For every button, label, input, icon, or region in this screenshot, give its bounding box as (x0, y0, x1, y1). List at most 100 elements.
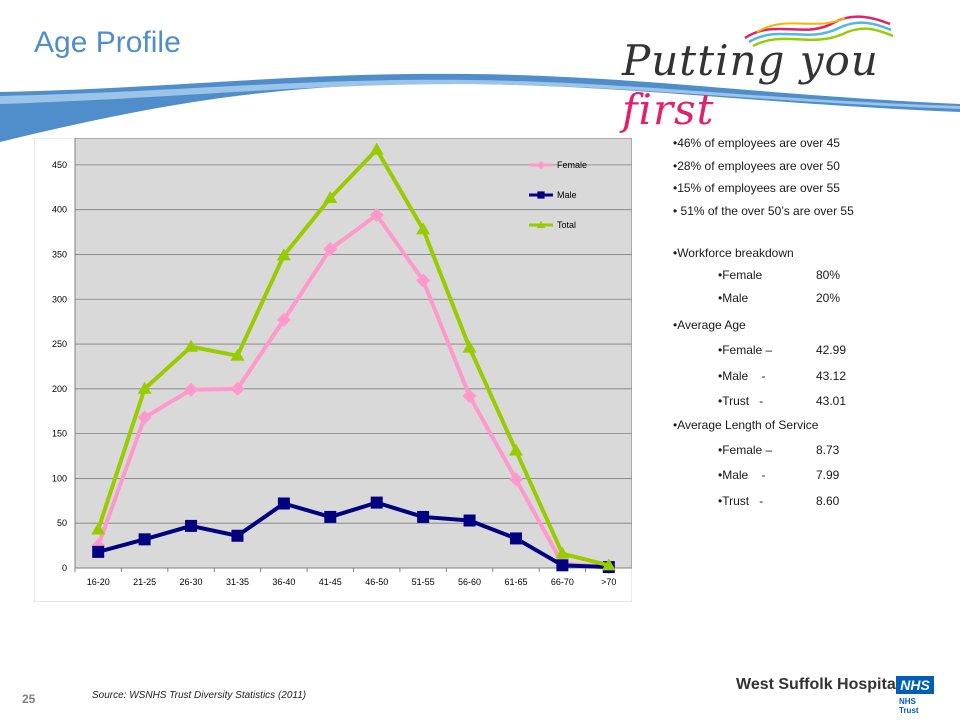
point-female (276, 312, 291, 327)
avg-age-male-value: 43.12 (816, 369, 847, 383)
page-title: Age Profile (34, 26, 181, 59)
series-line-female (96, 213, 609, 570)
page-number: 25 (22, 692, 36, 706)
age-profile-chart: 0 50 100 150 200 250 300 350 400 450 16-20 21-25 26-… (34, 138, 632, 602)
legend-label-total: Total (557, 220, 576, 230)
bullet-average-age: •Average Age (673, 318, 746, 332)
point-total (323, 191, 338, 204)
point-total (230, 348, 245, 361)
series-line-total (96, 147, 610, 568)
y-tick-label: 400 (52, 205, 67, 215)
point-female (184, 382, 199, 397)
y-tick-label: 100 (52, 473, 67, 483)
avg-age-female-label: •Female – (718, 343, 773, 357)
avg-age-trust-value: 43.01 (816, 394, 847, 408)
avg-age-female-value: 42.99 (816, 343, 847, 357)
point-male (463, 514, 476, 527)
workforce-female-value: 80% (816, 268, 841, 282)
brand-logo (744, 15, 894, 48)
x-tick-label: 36-40 (272, 577, 295, 587)
x-tick-label: 56-60 (458, 577, 481, 587)
point-female (508, 472, 523, 487)
point-total (508, 443, 523, 456)
point-female (230, 381, 245, 396)
x-tick-label: 31-35 (226, 577, 249, 587)
x-tick-label: 51-55 (412, 577, 435, 587)
point-total (555, 546, 570, 559)
y-tick-label: 150 (52, 429, 67, 439)
brand-tagline-accent: first (622, 85, 715, 134)
los-trust-value: 8.60 (816, 494, 840, 508)
x-tick-label: >70 (601, 577, 616, 587)
x-tick-label: 26-30 (180, 577, 203, 587)
point-male (509, 532, 522, 545)
y-tick-label: 300 (52, 294, 67, 304)
point-total (416, 222, 431, 235)
point-male (324, 510, 337, 523)
point-female (416, 273, 431, 288)
y-tick-label: 350 (52, 249, 67, 259)
y-tick-label: 50 (57, 518, 67, 528)
header-swoosh (0, 73, 960, 142)
plot-area (74, 138, 632, 569)
bullet-over-50: •28% of employees are over 50 (673, 159, 840, 173)
legend-marker-male (537, 191, 545, 199)
x-tick-label: 41-45 (319, 577, 342, 587)
y-tick-label: 200 (52, 384, 67, 394)
brand-tagline-main: Putting you (622, 36, 879, 85)
los-trust-label: •Trust - (718, 494, 764, 508)
point-total (601, 558, 616, 571)
bullet-over-55: •15% of employees are over 55 (673, 181, 840, 195)
x-tick-label: 61-65 (504, 577, 527, 587)
hospital-name: West Suffolk Hospital (736, 676, 901, 693)
x-tick-label: 46-50 (365, 577, 388, 587)
bullet-over-50s: • 51% of the over 50’s are over 55 (673, 204, 854, 218)
point-male (92, 545, 105, 558)
los-female-label: •Female – (718, 443, 773, 457)
x-tick-label: 16-20 (87, 577, 110, 587)
point-male (277, 497, 290, 510)
point-male (556, 559, 569, 572)
avg-age-male-label: •Male - (718, 369, 766, 383)
legend-marker-total (536, 220, 546, 228)
los-female-value: 8.73 (816, 443, 840, 457)
legend-label-female: Female (557, 160, 587, 170)
point-total (137, 381, 152, 394)
workforce-female-label: •Female (718, 268, 763, 282)
y-tick-label: 450 (52, 160, 67, 170)
x-tick-label: 21-25 (133, 577, 156, 587)
avg-age-trust-label: •Trust - (718, 394, 764, 408)
y-tick-label: 0 (62, 563, 67, 573)
point-male (417, 510, 430, 523)
point-total (462, 340, 477, 353)
point-total (369, 142, 384, 155)
point-female (323, 242, 338, 257)
point-male (185, 519, 198, 532)
point-female (462, 389, 477, 403)
nhs-logo: NHS (896, 676, 934, 694)
hospital-logo: West Suffolk Hospital NHS NHS Trust (736, 676, 936, 716)
point-total (91, 522, 106, 535)
series-line-male (97, 500, 609, 570)
x-tick-label: 66-70 (551, 577, 574, 587)
bullet-length-of-service: •Average Length of Service (673, 418, 819, 432)
point-male (370, 496, 383, 509)
point-female (137, 410, 152, 425)
los-male-label: •Male - (718, 468, 766, 482)
bullet-workforce: •Workforce breakdown (673, 246, 794, 260)
workforce-male-value: 20% (816, 291, 841, 305)
workforce-male-label: •Male (718, 291, 749, 305)
point-total (276, 248, 291, 261)
los-male-value: 7.99 (816, 468, 840, 482)
point-female (369, 208, 384, 223)
legend-label-male: Male (557, 190, 577, 200)
brand-tagline: Putting you first (622, 36, 960, 134)
legend-marker-female (536, 160, 546, 170)
bullet-over-45: •46% of employees are over 45 (673, 136, 840, 150)
point-male (138, 533, 151, 546)
nhs-trust-label: NHS Trust (899, 697, 919, 715)
point-total (184, 339, 199, 352)
source-note: Source: WSNHS Trust Diversity Statistics… (92, 690, 307, 701)
y-tick-label: 250 (52, 339, 67, 349)
point-male (231, 529, 244, 542)
